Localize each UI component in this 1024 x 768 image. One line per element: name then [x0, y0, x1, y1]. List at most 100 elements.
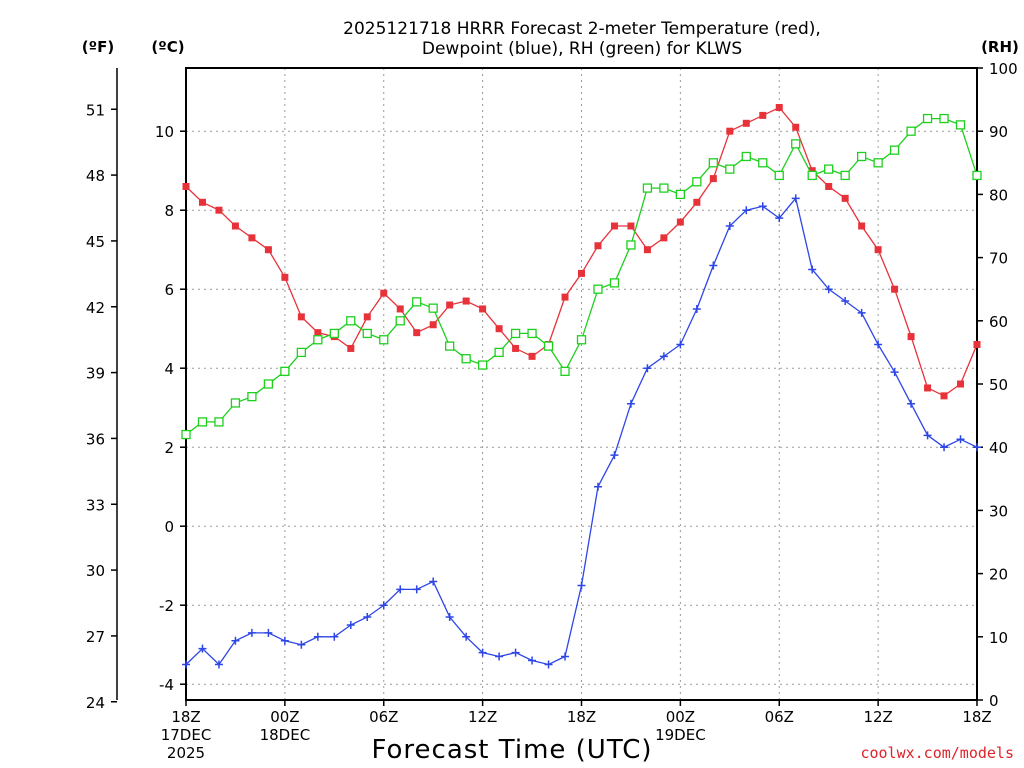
x-tick-label: 19DEC — [655, 726, 706, 744]
rh-tick-label: 80 — [989, 186, 1008, 204]
rh-point — [626, 240, 636, 250]
dewpoint-point — [709, 261, 718, 270]
fahrenheit-tick-label: 39 — [86, 365, 105, 383]
fahrenheit-tick-label: 36 — [86, 430, 105, 448]
x-axis-label: Forecast Time (UTC) — [371, 735, 652, 765]
2-meter-temperature-point — [957, 380, 965, 388]
2-meter-temperature-point — [858, 222, 866, 230]
rh-tick-label: 20 — [989, 566, 1008, 584]
rh-point — [922, 113, 933, 124]
rh-point — [247, 391, 257, 402]
dewpoint-point — [824, 285, 833, 294]
dewpoint-point — [231, 636, 240, 645]
2-meter-temperature-point — [841, 194, 849, 202]
rh-point — [791, 139, 801, 149]
dewpoint-point — [841, 297, 850, 306]
2-meter-temperature-point — [627, 222, 635, 230]
2-meter-temperature-point — [891, 285, 899, 293]
rh-point — [477, 360, 488, 370]
celsius-tick-label: -4 — [159, 676, 174, 694]
2-meter-temperature-point — [561, 293, 569, 301]
rh-point — [280, 366, 290, 377]
dewpoint-point — [577, 581, 586, 590]
celsius-tick-label: 4 — [164, 360, 174, 378]
dewpoint-point — [758, 202, 767, 211]
x-tick-label: 06Z — [369, 708, 398, 726]
2-meter-temperature-point — [924, 384, 932, 392]
rh-point — [263, 379, 274, 389]
rh-point — [824, 164, 834, 174]
rh-tick-label: 90 — [989, 123, 1008, 141]
rh-point — [346, 316, 356, 326]
x-tick-label: 18Z — [962, 708, 991, 726]
dewpoint-point — [346, 620, 355, 629]
2-meter-temperature-point — [676, 218, 684, 226]
rh-point — [609, 278, 620, 288]
dewpoint-point — [956, 435, 965, 444]
celsius-tick-label: 8 — [164, 202, 174, 220]
x-tick-label: 00Z — [270, 708, 299, 726]
dewpoint-point — [626, 399, 635, 408]
rh-tick-label: 40 — [989, 439, 1008, 457]
axes: -4-2024681024273033363942454851010203040… — [86, 60, 1018, 762]
dewpoint-point — [692, 304, 701, 313]
2-meter-temperature-point — [462, 297, 470, 305]
dewpoint-point — [297, 640, 306, 649]
dewpoint-point — [742, 206, 751, 215]
fahrenheit-tick-label: 24 — [86, 694, 105, 712]
rh-point — [313, 335, 323, 345]
rh-point — [230, 398, 241, 408]
fahrenheit-axis-header: (ºF) — [82, 38, 114, 56]
rh-point — [939, 113, 949, 124]
2-meter-temperature-point — [347, 344, 355, 352]
2-meter-temperature-point — [643, 246, 651, 254]
2-meter-temperature-point — [742, 119, 750, 127]
dewpoint-point — [247, 628, 256, 637]
dewpoint-point — [775, 214, 784, 223]
celsius-tick-label: 2 — [164, 439, 174, 457]
rh-point — [197, 417, 208, 427]
2-meter-temperature-point — [182, 183, 190, 190]
rh-point — [379, 335, 389, 345]
celsius-tick-label: -2 — [159, 597, 174, 615]
rh-tick-label: 10 — [989, 629, 1008, 647]
dewpoint-point — [593, 482, 602, 491]
rh-axis-header: (RH) — [981, 38, 1019, 56]
dewpoint-point — [973, 443, 981, 452]
credit-link[interactable]: coolwx.com/models — [860, 744, 1014, 762]
dewpoint-point — [214, 660, 223, 669]
dewpoint-point — [676, 340, 685, 349]
rh-point — [856, 151, 867, 162]
2-meter-temperature-point — [380, 289, 388, 297]
rh-point — [692, 177, 702, 187]
rh-tick-label: 60 — [989, 313, 1008, 331]
dewpoint-point — [396, 585, 405, 594]
chart-title-line-1: 2025121718 HRRR Forecast 2-meter Tempera… — [343, 19, 821, 39]
2-meter-temperature-point — [264, 246, 272, 254]
dewpoint-point — [363, 613, 372, 622]
rh-point — [428, 303, 438, 313]
rh-point — [412, 297, 422, 307]
2-meter-temperature-point — [759, 111, 767, 119]
dewpoint-point — [511, 648, 520, 657]
rh-point — [774, 170, 784, 181]
x-tick-label: 18Z — [567, 708, 596, 726]
dewpoint-point — [561, 652, 570, 661]
rh-point — [972, 170, 982, 181]
dewpoint-point — [544, 660, 553, 669]
dewpoint-point — [182, 660, 190, 669]
x-tick-label: 18Z — [171, 708, 200, 726]
dewpoint-point — [874, 340, 883, 349]
x-tick-label: 00Z — [666, 708, 695, 726]
dewpoint-point — [379, 601, 388, 610]
2-meter-temperature-point — [248, 234, 256, 242]
x-tick-label: 2025 — [167, 744, 205, 762]
rh-tick-label: 30 — [989, 502, 1008, 520]
rh-point — [725, 164, 735, 174]
x-tick-label: 17DEC — [161, 726, 212, 744]
celsius-axis-header: (ºC) — [151, 38, 184, 56]
2-meter-temperature-point — [792, 123, 800, 131]
rh-point — [296, 347, 307, 358]
dewpoint-point — [313, 632, 322, 641]
2-meter-temperature-point — [709, 175, 717, 183]
